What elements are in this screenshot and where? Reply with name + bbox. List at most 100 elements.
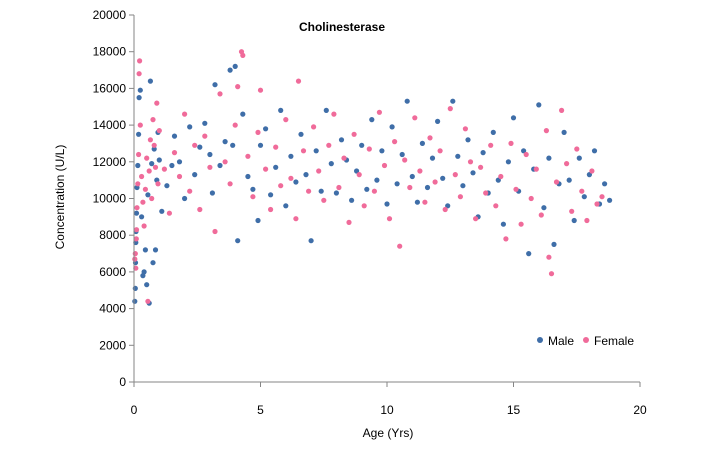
male-data-point [268, 192, 274, 198]
male-data-point [455, 153, 461, 159]
female-data-point [187, 188, 193, 194]
female-data-point [427, 135, 433, 141]
male-data-point [147, 78, 153, 84]
female-data-point [548, 271, 555, 277]
female-data-point [498, 173, 504, 180]
male-data-point [490, 129, 496, 135]
male-data-point [132, 298, 138, 304]
female-data-point [376, 109, 382, 115]
male-data-point [445, 203, 451, 209]
female-data-point [457, 194, 463, 200]
female-data-point [351, 131, 357, 137]
male-data-point [144, 282, 150, 288]
male-data-point [240, 111, 246, 117]
female-data-point [346, 219, 352, 225]
male-data-point [313, 148, 319, 154]
legend-label-female: Female [594, 334, 634, 348]
female-data-point [553, 179, 560, 185]
male-data-point [470, 170, 476, 176]
male-data-point [389, 124, 395, 130]
female-data-point [288, 175, 294, 181]
chart-title: Cholinesterase [299, 20, 385, 34]
female-data-point [155, 181, 161, 187]
female-data-point [283, 117, 289, 123]
male-data-point [139, 214, 145, 220]
female-data-point [397, 243, 403, 249]
female-data-point [326, 142, 332, 148]
male-data-point [349, 197, 355, 203]
female-data-point [217, 91, 223, 97]
female-data-point [538, 212, 544, 218]
male-data-point [288, 153, 294, 159]
male-data-point [602, 181, 608, 187]
male-data-point [571, 217, 577, 224]
female-data-point [462, 126, 468, 132]
male-data-point [169, 162, 175, 169]
legend-label-male: Male [548, 334, 574, 348]
female-data-point [407, 184, 413, 191]
male-data-point [278, 107, 284, 113]
male-data-point [510, 115, 517, 121]
male-data-point [333, 190, 339, 196]
female-data-point [331, 111, 337, 117]
female-data-point [232, 122, 238, 128]
y-tick-label: 2000 [99, 338, 126, 352]
male-data-point [151, 146, 157, 152]
male-data-point [235, 238, 241, 244]
male-data-point [308, 238, 314, 244]
female-data-point [311, 124, 317, 130]
female-data-point [518, 221, 524, 227]
female-data-point [263, 166, 269, 172]
male-data-point [414, 199, 420, 205]
legend: Male Female [537, 334, 634, 348]
female-data-point [508, 140, 514, 146]
x-axis-ticks: 0 5 10 15 20 [131, 382, 647, 417]
female-data-point [273, 144, 279, 150]
female-data-point [528, 195, 534, 202]
male-data-point [245, 173, 251, 180]
female-data-point [145, 298, 151, 304]
male-data-point [187, 124, 193, 130]
female-data-point [478, 164, 484, 170]
male-data-point [137, 87, 143, 93]
female-data-point [546, 254, 552, 260]
male-data-point [364, 186, 370, 192]
female-data-point [316, 168, 322, 174]
male-data-point [399, 151, 405, 158]
female-data-point [493, 203, 499, 209]
female-data-point [151, 142, 157, 148]
female-data-point [594, 201, 600, 207]
female-data-point [139, 173, 145, 180]
male-data-point [159, 208, 165, 214]
y-tick-label: 0 [119, 375, 126, 389]
male-data-point [419, 140, 425, 146]
y-tick-label: 20000 [93, 8, 127, 22]
male-data-point [536, 102, 542, 108]
female-data-point [141, 223, 147, 229]
female-data-point [140, 199, 146, 205]
male-data-point [500, 221, 506, 227]
x-axis-label: Age (Yrs) [363, 426, 414, 440]
female-data-point [154, 100, 160, 106]
female-data-point [235, 84, 241, 90]
female-data-point [142, 186, 148, 192]
female-data-point [523, 151, 529, 158]
female-data-point [488, 142, 494, 148]
male-data-point [156, 157, 162, 163]
female-data-point [137, 122, 143, 128]
female-data-point [136, 71, 142, 77]
male-data-point [132, 285, 138, 291]
female-data-point [255, 129, 261, 135]
female-data-point [366, 146, 372, 152]
male-data-point [546, 155, 552, 161]
female-data-point [212, 228, 218, 235]
male-data-point [359, 142, 365, 148]
male-data-point [379, 148, 385, 154]
x-tick-label: 20 [633, 403, 647, 417]
male-data-point [338, 137, 345, 143]
female-data-point [321, 197, 327, 203]
female-data-point [222, 159, 228, 165]
male-data-point [480, 150, 486, 156]
female-data-point [192, 142, 198, 148]
